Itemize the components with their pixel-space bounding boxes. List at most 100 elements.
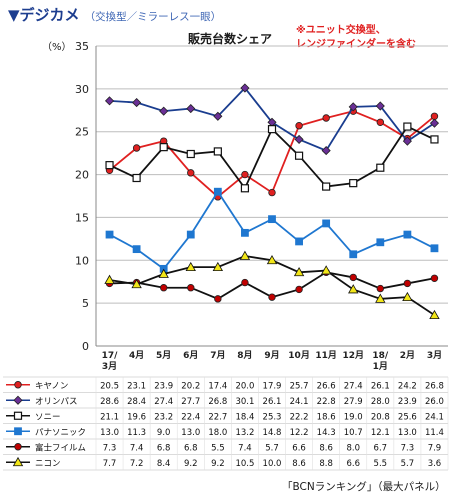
data-label: 18.4: [235, 412, 254, 422]
data-label: 12.1: [371, 428, 390, 438]
data-label: 25.7: [290, 381, 309, 391]
data-label: 17.9: [263, 381, 282, 391]
data-point: [295, 122, 303, 130]
data-label: 12.2: [290, 428, 309, 438]
data-label: 30.1: [235, 397, 254, 407]
data-point: [240, 83, 250, 93]
data-point: [295, 285, 303, 294]
data-point: [402, 291, 413, 302]
y-tick-label: 20: [75, 169, 89, 182]
data-label: 7.9: [428, 443, 442, 453]
note: ※ユニット交換型、 レンジファインダーを含む: [296, 24, 456, 52]
data-point: [403, 279, 412, 288]
data-label: 8.8: [319, 459, 333, 469]
data-label: 9.0: [157, 428, 171, 438]
x-tick-label: 9月: [264, 350, 279, 361]
data-label: 18.6: [317, 412, 336, 422]
data-label: 9.2: [211, 459, 225, 469]
data-label: 6.6: [292, 443, 306, 453]
data-point: [186, 104, 196, 114]
data-point: [376, 163, 385, 172]
x-tick-label: 11月: [315, 350, 337, 361]
data-point: [14, 381, 22, 389]
data-label: 8.6: [319, 443, 333, 453]
chart-title: 販売台数シェア: [187, 32, 272, 46]
data-label: 27.4: [344, 381, 363, 391]
data-point: [187, 284, 195, 292]
data-point: [402, 136, 412, 146]
data-point: [132, 245, 141, 254]
y-tick-label: 30: [75, 83, 89, 96]
legend-label: キヤノン: [35, 381, 68, 391]
data-point: [240, 184, 250, 193]
data-label: 18.0: [208, 428, 227, 438]
data-label: 5.5: [211, 443, 225, 453]
data-point: [429, 309, 440, 320]
data-label: 17.4: [208, 381, 227, 391]
data-label: 6.8: [157, 443, 171, 453]
legend-label: ソニー: [35, 412, 61, 422]
data-label: 11.3: [127, 428, 146, 438]
data-label: 14.8: [263, 428, 282, 438]
data-label: 21.1: [100, 412, 119, 422]
data-label: 19.6: [127, 412, 146, 422]
x-tick-label: 10月: [288, 350, 310, 361]
data-point: [185, 261, 196, 272]
data-point: [12, 456, 24, 467]
x-tick-label: 4月: [129, 350, 144, 361]
data-point: [376, 284, 385, 293]
data-point: [322, 114, 330, 122]
data-label: 23.2: [154, 412, 173, 422]
data-point: [322, 182, 331, 191]
data-point: [375, 101, 385, 111]
note-line-1: ※ユニット交換型、: [296, 25, 386, 36]
data-label: 24.1: [425, 412, 444, 422]
data-point: [186, 230, 195, 239]
data-label: 7.7: [103, 459, 117, 469]
data-label: 5.5: [374, 459, 388, 469]
data-label: 20.5: [100, 381, 119, 391]
x-tick-label: 2月: [400, 350, 415, 361]
data-point: [349, 250, 358, 259]
data-label: 5.7: [265, 443, 279, 453]
data-label: 26.1: [371, 381, 390, 391]
data-label: 3.6: [428, 459, 442, 469]
data-point: [322, 219, 331, 228]
data-label: 19.0: [344, 412, 363, 422]
data-label: 8.0: [346, 443, 360, 453]
x-tick-label: 8月: [237, 350, 252, 361]
legend-label: ニコン: [35, 459, 61, 469]
data-point: [159, 284, 168, 292]
data-label: 28.0: [371, 397, 390, 407]
data-point: [13, 395, 23, 405]
data-point: [241, 228, 249, 237]
data-point: [376, 118, 385, 126]
header-title: ▼デジカメ: [8, 6, 80, 24]
data-point: [213, 187, 222, 196]
data-label: 24.1: [290, 397, 309, 407]
header: ▼デジカメ （交換型／ミラーレス一眼）: [8, 4, 221, 25]
x-tick-label: 3月: [427, 350, 442, 361]
data-label: 5.7: [401, 459, 415, 469]
data-label: 27.9: [344, 397, 363, 407]
data-point: [13, 411, 23, 420]
data-point: [131, 278, 142, 289]
data-point: [104, 274, 115, 284]
data-point: [294, 134, 304, 144]
y-tick-label: 0: [82, 340, 89, 353]
data-point: [105, 161, 114, 170]
data-label: 22.4: [181, 412, 200, 422]
data-point: [430, 135, 439, 144]
data-point: [429, 118, 440, 128]
data-label: 26.8: [425, 381, 444, 391]
data-label: 23.1: [127, 381, 146, 391]
data-point: [132, 173, 141, 183]
data-label: 27.4: [154, 397, 173, 407]
y-axis-unit: （%）: [42, 42, 72, 53]
data-label: 24.2: [398, 381, 417, 391]
data-point: [430, 274, 439, 282]
data-label: 20.2: [181, 381, 200, 391]
data-point: [186, 149, 195, 159]
data-point: [239, 250, 251, 260]
